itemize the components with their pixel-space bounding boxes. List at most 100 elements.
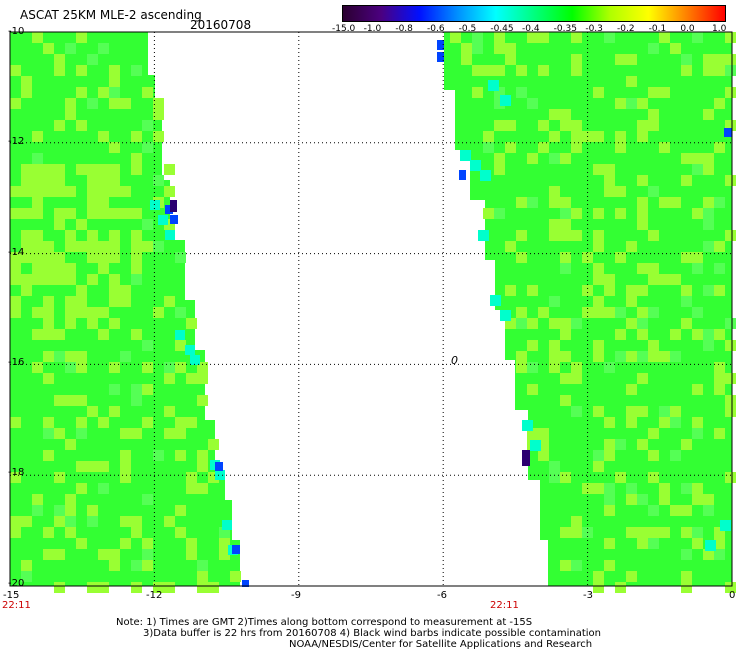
swath-cell (164, 428, 175, 439)
swath-cell (54, 219, 65, 230)
swath-cell (538, 439, 549, 450)
y-tick-label: -14 (8, 247, 25, 258)
swath-cell (703, 340, 714, 351)
swath-cell (87, 197, 98, 208)
swath-cell (131, 516, 142, 527)
swath-cell (670, 43, 681, 54)
swath-cell (527, 197, 538, 208)
swath-cell (648, 307, 659, 318)
swath-cell (142, 219, 153, 230)
swath-cell (571, 516, 582, 527)
swath-cell (32, 241, 43, 252)
note-line-1: Note: 1) Times are GMT 2)Times along bot… (116, 617, 533, 628)
swath-cell (32, 175, 43, 186)
swath-cell (142, 87, 153, 98)
swath-cell (109, 362, 120, 373)
colorbar-tick-label: -0.5 (458, 24, 477, 34)
swath-cell (549, 296, 560, 307)
swath-cell (230, 571, 241, 582)
swath-cell (65, 505, 76, 516)
swath-cell (120, 208, 131, 219)
island-marker: 0 (451, 354, 458, 367)
swath-edge-cell (215, 462, 223, 471)
swath-cell (153, 582, 164, 593)
swath-cell (703, 164, 714, 175)
x-tick-label: -15 (3, 590, 20, 601)
swath-cell (98, 549, 109, 560)
swath-cell (142, 417, 153, 428)
swath-cell (109, 384, 120, 395)
swath-cell (560, 527, 571, 538)
swath-cell (604, 307, 615, 318)
swath-cell (714, 428, 725, 439)
swath-cell (142, 538, 153, 549)
swath-cell (670, 197, 681, 208)
swath-cell (615, 439, 626, 450)
swath-cell (65, 296, 76, 307)
swath-edge-cell (530, 440, 541, 451)
swath-cell (604, 417, 615, 428)
swath-cell (681, 296, 692, 307)
swath-cell (87, 252, 98, 263)
swath-cell (659, 197, 670, 208)
swath-cell (109, 230, 120, 241)
swath-cell (593, 208, 604, 219)
swath-cell (10, 98, 21, 109)
swath-cell (98, 461, 109, 472)
swath-cell (571, 208, 582, 219)
swath-cell (87, 318, 98, 329)
swath-cell (131, 164, 142, 175)
swath-cell (527, 32, 538, 43)
swath-cell (692, 527, 703, 538)
swath-cell (21, 164, 32, 175)
colorbar-tick-label: -0.8 (395, 24, 413, 34)
swath-cell (109, 274, 120, 285)
swath-cell (670, 505, 681, 516)
swath-cell (98, 582, 109, 593)
swath-cell (54, 472, 65, 483)
swath-cell (43, 186, 54, 197)
swath-cell (21, 241, 32, 252)
swath-cell (10, 208, 21, 219)
swath-cell (131, 384, 142, 395)
x-tick-label: -3 (583, 590, 593, 601)
swath-cell (615, 351, 626, 362)
swath-cell (76, 285, 87, 296)
swath-cell (604, 164, 615, 175)
swath-cell (54, 175, 65, 186)
swath-cell (626, 285, 637, 296)
swath-cell (208, 582, 219, 593)
swath-cell (54, 263, 65, 274)
swath-cell (626, 98, 637, 109)
swath-cell (714, 538, 725, 549)
swath-edge-cell (437, 52, 444, 62)
swath-cell (54, 329, 65, 340)
swath-cell (549, 362, 560, 373)
swath-cell (593, 571, 604, 582)
swath-cell (593, 351, 604, 362)
swath-cell (131, 241, 142, 252)
swath-cell (692, 307, 703, 318)
swath-cell (659, 32, 670, 43)
swath-cell (32, 362, 43, 373)
swath-cell (648, 340, 659, 351)
swath-cell (703, 197, 714, 208)
swath-cell (87, 186, 98, 197)
swath-cell (626, 483, 637, 494)
swath-cell (725, 65, 736, 76)
swath-cell (692, 329, 703, 340)
swath-cell (186, 549, 197, 560)
swath-cell (131, 527, 142, 538)
swath-cell (109, 241, 120, 252)
swath-edge-cell (460, 150, 471, 161)
swath-cell (516, 362, 527, 373)
swath-cell (714, 241, 725, 252)
swath-cell (527, 285, 538, 296)
swath-cell (626, 296, 637, 307)
swath-cell (87, 230, 98, 241)
swath-cell (648, 186, 659, 197)
swath-cell (120, 538, 131, 549)
colorbar-tick-label: -1.0 (363, 24, 382, 34)
swath-cell (494, 164, 505, 175)
swath-cell (43, 274, 54, 285)
